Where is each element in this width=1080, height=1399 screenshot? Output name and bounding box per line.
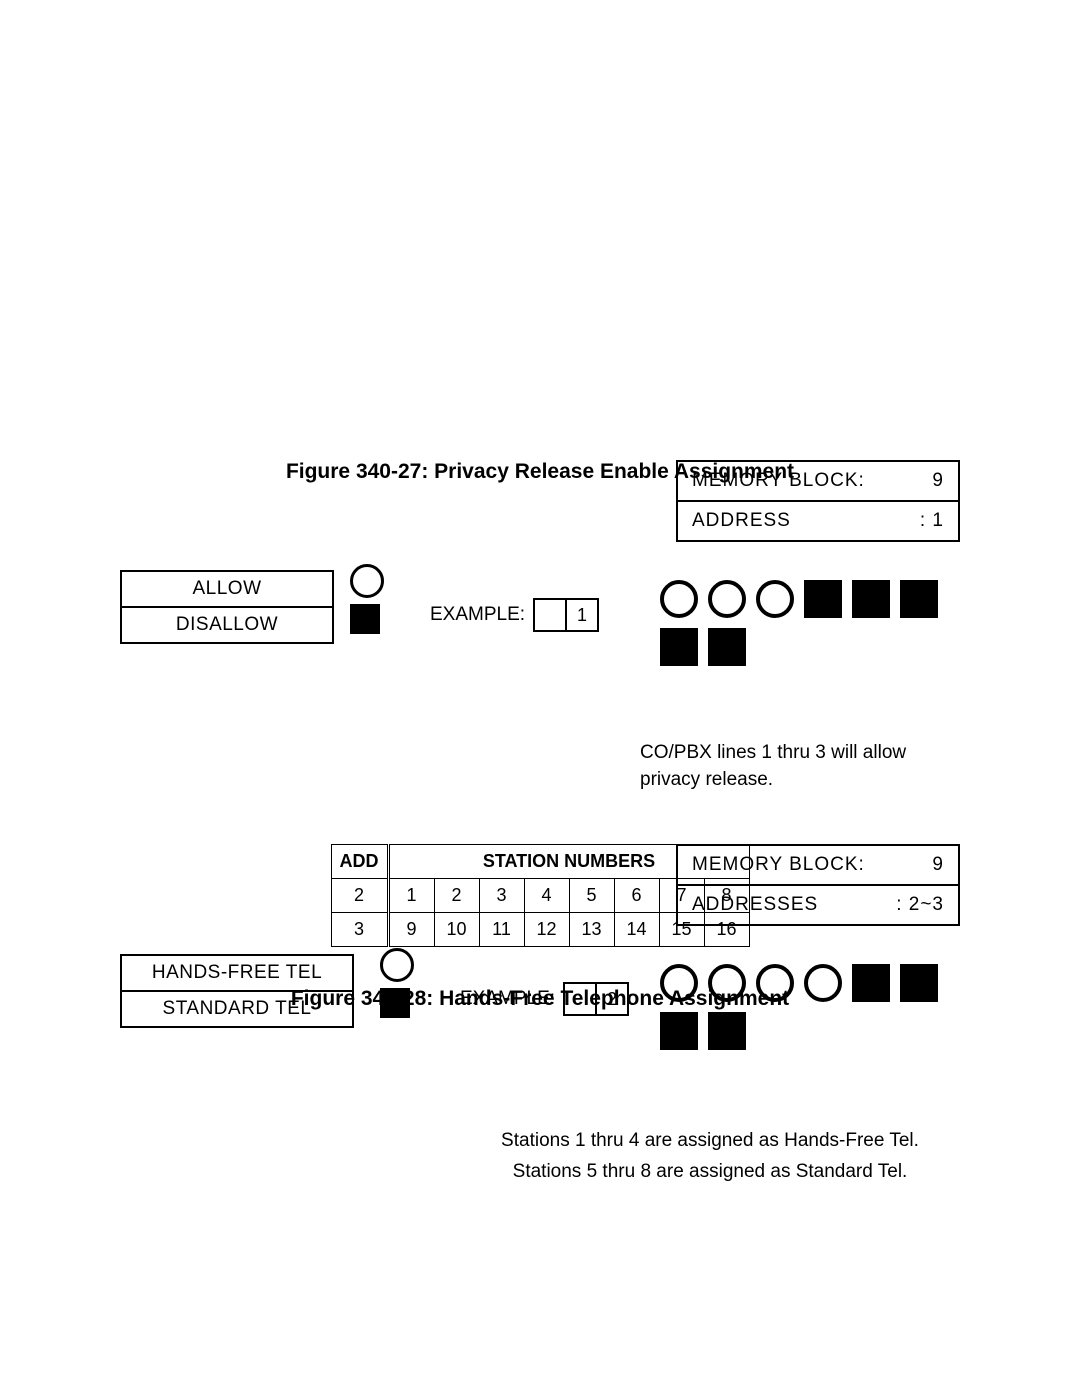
- legend-allow: ALLOW: [122, 572, 332, 606]
- example-cell-0: [565, 984, 595, 1014]
- square-icon: [708, 628, 746, 666]
- square-icon: [660, 1012, 698, 1050]
- square-icon: [852, 580, 890, 618]
- square-icon: [900, 964, 938, 1002]
- address-label: ADDRESS: [692, 510, 791, 532]
- lamp-row-2: [660, 628, 960, 666]
- address-value: : 2~3: [896, 894, 944, 916]
- note-line-2: Stations 5 thru 8 are assigned as Standa…: [440, 1159, 980, 1186]
- figure1-note: CO/PBX lines 1 thru 3 will allow privacy…: [640, 740, 960, 793]
- memory-block-row: MEMORY BLOCK: 9: [678, 846, 958, 884]
- example-label: EXAMPLE:: [430, 604, 525, 626]
- table-header-add: ADD: [331, 845, 388, 879]
- figure2-note: Stations 1 thru 4 are assigned as Hands-…: [440, 1124, 980, 1189]
- circle-icon: [380, 948, 414, 982]
- lamp-row-1: [660, 964, 960, 1002]
- square-icon: [380, 988, 410, 1018]
- circle-icon: [660, 580, 698, 618]
- address-value: : 1: [920, 510, 944, 532]
- example-cell-0: [535, 600, 565, 630]
- square-icon: [660, 628, 698, 666]
- station-cell: 10: [434, 913, 479, 947]
- station-cell: 11: [479, 913, 524, 947]
- station-cell: 5: [569, 879, 614, 913]
- example-boxes: 2: [563, 982, 629, 1016]
- memory-block-label: MEMORY BLOCK:: [692, 854, 865, 876]
- address-label: ADDRESSES: [692, 894, 818, 916]
- add-cell: 2: [331, 879, 388, 913]
- circle-icon: [804, 964, 842, 1002]
- station-cell: 3: [479, 879, 524, 913]
- example-cell-1: 2: [595, 984, 627, 1014]
- circle-icon: [350, 564, 384, 598]
- station-cell: 6: [614, 879, 659, 913]
- legend-box: ALLOW DISALLOW: [120, 570, 334, 644]
- station-cell: 2: [434, 879, 479, 913]
- lamp-block: [660, 964, 960, 1060]
- station-cell: 4: [524, 879, 569, 913]
- add-cell: 3: [331, 913, 388, 947]
- square-icon: [350, 604, 380, 634]
- figure-340-28: MEMORY BLOCK: 9 ADDRESSES : 2~3 HANDS-FR…: [60, 844, 1020, 1011]
- memory-block-box: MEMORY BLOCK: 9 ADDRESS : 1: [676, 460, 960, 542]
- square-icon: [804, 580, 842, 618]
- legend-symbols: [350, 564, 384, 634]
- legend-handsfree: HANDS-FREE TEL: [122, 956, 352, 990]
- memory-block-label: MEMORY BLOCK:: [692, 470, 865, 492]
- example-row: EXAMPLE: 2: [460, 982, 629, 1016]
- lamp-row-1: [660, 580, 960, 618]
- address-row: ADDRESS : 1: [678, 500, 958, 540]
- station-cell: 13: [569, 913, 614, 947]
- note-line-1: Stations 1 thru 4 are assigned as Hands-…: [440, 1128, 980, 1155]
- station-cell: 12: [524, 913, 569, 947]
- circle-icon: [756, 964, 794, 1002]
- station-cell: 1: [388, 879, 434, 913]
- example-row: EXAMPLE: 1: [430, 598, 599, 632]
- memory-block-box: MEMORY BLOCK: 9 ADDRESSES : 2~3: [676, 844, 960, 926]
- square-icon: [852, 964, 890, 1002]
- memory-block-value: 9: [932, 470, 944, 492]
- station-cell: 9: [388, 913, 434, 947]
- figure-340-27: MEMORY BLOCK: 9 ADDRESS : 1 ALLOW DISALL…: [60, 460, 1020, 484]
- example-cell-1: 1: [565, 600, 597, 630]
- square-icon: [708, 1012, 746, 1050]
- station-cell: 14: [614, 913, 659, 947]
- example-boxes: 1: [533, 598, 599, 632]
- lamp-row-2: [660, 1012, 960, 1050]
- example-label: EXAMPLE:: [460, 988, 555, 1010]
- circle-icon: [708, 964, 746, 1002]
- legend-symbols: [380, 948, 414, 1018]
- memory-block-value: 9: [932, 854, 944, 876]
- circle-icon: [756, 580, 794, 618]
- circle-icon: [708, 580, 746, 618]
- circle-icon: [660, 964, 698, 1002]
- lamp-block: [660, 580, 960, 676]
- square-icon: [900, 580, 938, 618]
- legend-disallow: DISALLOW: [122, 606, 332, 642]
- legend-box: HANDS-FREE TEL STANDARD TEL: [120, 954, 354, 1028]
- memory-block-row: MEMORY BLOCK: 9: [678, 462, 958, 500]
- address-row: ADDRESSES : 2~3: [678, 884, 958, 924]
- legend-standard: STANDARD TEL: [122, 990, 352, 1026]
